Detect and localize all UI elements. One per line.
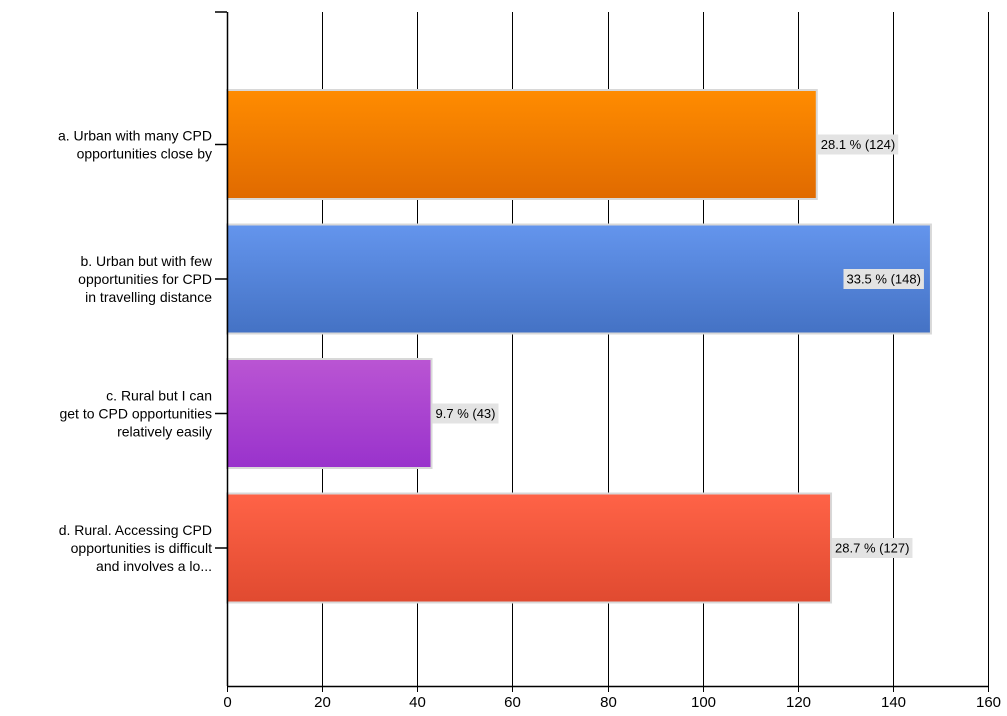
category-label-0: a. Urban with many CPD opportunities clos… <box>58 128 212 162</box>
x-tick-label-0: 0 <box>223 694 231 711</box>
bar-2 <box>226 358 433 469</box>
bar-3 <box>226 492 833 604</box>
x-tick-label-160: 160 <box>976 694 1001 711</box>
bar-0 <box>226 89 818 200</box>
category-label-3: d. Rural. Accessing CPD opportunities is … <box>59 522 212 574</box>
x-tick-label-80: 80 <box>600 694 617 711</box>
x-tick-label-20: 20 <box>314 694 331 711</box>
bars <box>226 89 932 604</box>
data-label-2: 9.7 % (43) <box>432 403 499 424</box>
svg-text:28.7 % (127): 28.7 % (127) <box>835 541 909 556</box>
x-tick-label-120: 120 <box>786 694 811 711</box>
data-label-1: 33.5 % (148) <box>843 269 924 289</box>
svg-text:28.1 % (124): 28.1 % (124) <box>821 137 895 152</box>
labels: 0 20 40 60 80 100 120 140 160 a. Urban with many … <box>58 128 1001 712</box>
svg-text:9.7 % (43): 9.7 % (43) <box>436 406 496 421</box>
x-tick-label-40: 40 <box>409 694 426 711</box>
x-tick-label-140: 140 <box>881 694 906 711</box>
category-label-2: c. Rural but I can get to CPD opportuniti… <box>59 388 212 440</box>
svg-text:33.5 % (148): 33.5 % (148) <box>846 272 920 287</box>
data-label-3: 28.7 % (127) <box>832 538 913 558</box>
x-tick-label-100: 100 <box>691 694 716 711</box>
x-tick-label-60: 60 <box>504 694 521 711</box>
category-label-1: b. Urban but with few opportunities for C… <box>78 253 213 305</box>
axes <box>215 11 989 692</box>
data-label-0: 28.1 % (124) <box>817 134 899 155</box>
bar-1 <box>226 223 932 335</box>
